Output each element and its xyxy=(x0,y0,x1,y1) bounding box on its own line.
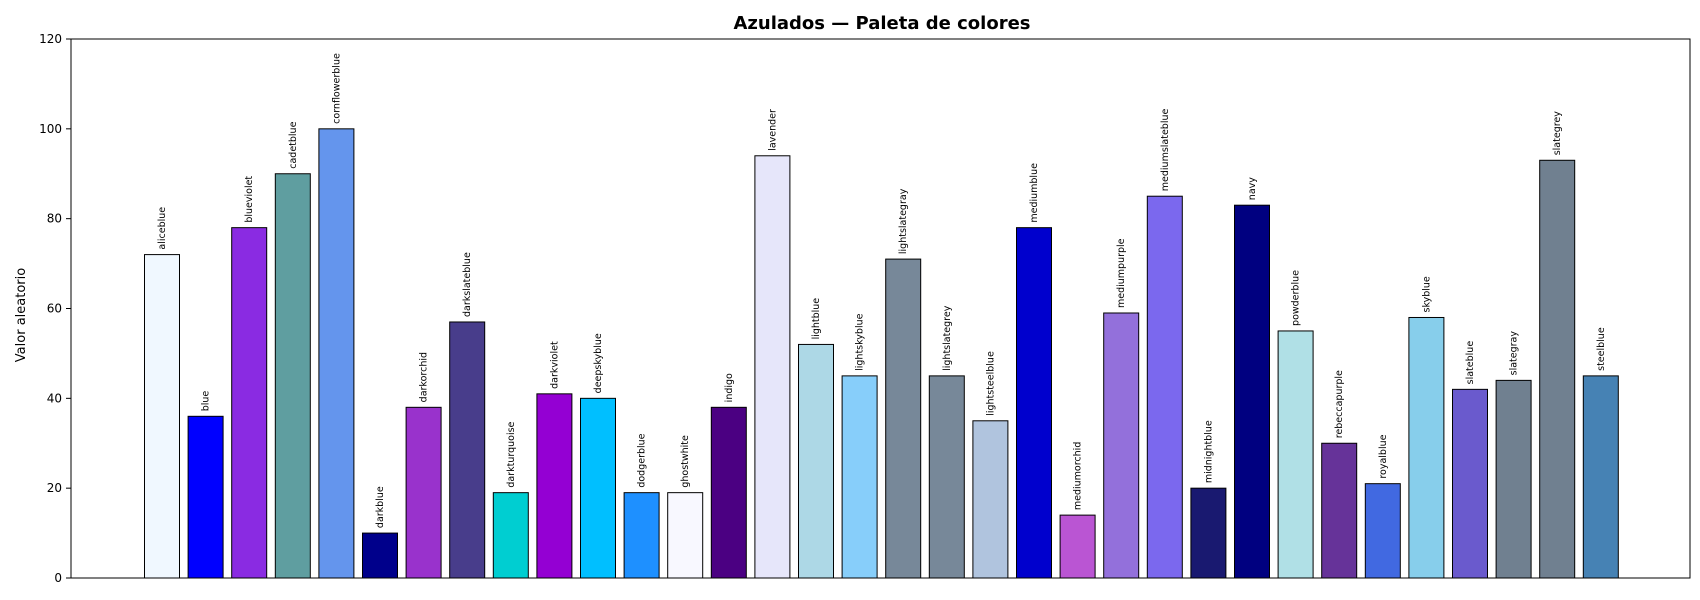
bar-blue xyxy=(187,415,224,579)
bar-midnightblue xyxy=(1190,487,1227,579)
bar-lightsteelblue xyxy=(972,420,1009,579)
bar-label-skyblue: skyblue xyxy=(1421,276,1432,312)
y-tick-label: 0 xyxy=(54,571,62,585)
bar-darkblue xyxy=(362,532,398,579)
bar-lightskyblue xyxy=(841,375,878,579)
bar-label-rebeccapurple: rebeccapurple xyxy=(1334,370,1345,438)
bar-label-darkturquoise: darkturquoise xyxy=(506,421,517,487)
bar-darkturquoise xyxy=(492,492,529,579)
bar-label-lavender: lavender xyxy=(767,109,778,151)
bar-label-cadetblue: cadetblue xyxy=(288,121,299,168)
bar-lavender xyxy=(754,155,791,579)
bar-label-blueviolet: blueviolet xyxy=(244,176,255,223)
bar-slategrey xyxy=(1539,159,1576,579)
bar-deepskyblue xyxy=(580,397,616,579)
bar-rebeccapurple xyxy=(1321,442,1358,579)
bar-label-midnightblue: midnightblue xyxy=(1203,420,1214,483)
y-axis: 0 20 40 60 80 100 120 xyxy=(39,32,71,585)
bar-label-slateblue: slateblue xyxy=(1465,341,1476,385)
bar-label-lightskyblue: lightskyblue xyxy=(855,313,866,370)
bar-ghostwhite xyxy=(667,492,704,579)
bar-label-dodgerblue: dodgerblue xyxy=(637,433,648,487)
bar-label-lightsteelblue: lightsteelblue xyxy=(985,351,996,416)
y-tick-label: 40 xyxy=(47,391,62,405)
bar-slateblue xyxy=(1452,388,1488,579)
bar-dodgerblue xyxy=(623,492,660,579)
bars xyxy=(144,128,1619,579)
bar-lightslategrey xyxy=(928,375,965,579)
chart-title: Azulados — Paleta de colores xyxy=(733,13,1030,34)
bar-label-deepskyblue: deepskyblue xyxy=(593,333,604,393)
y-tick-label: 80 xyxy=(47,212,62,226)
bar-label-royalblue: royalblue xyxy=(1378,434,1389,478)
bar-label-mediumslateblue: mediumslateblue xyxy=(1160,108,1171,191)
bar-label-lightblue: lightblue xyxy=(811,298,822,340)
bar-label-slategrey: slategrey xyxy=(1552,111,1563,156)
y-tick-label: 120 xyxy=(39,32,62,46)
bar-mediumpurple xyxy=(1103,312,1140,579)
bar-darkorchid xyxy=(405,406,442,579)
bar-lightslategray xyxy=(885,258,922,579)
bar-mediumorchid xyxy=(1059,514,1096,579)
y-tick-label: 60 xyxy=(47,302,62,316)
bar-label-darkslateblue: darkslateblue xyxy=(462,252,473,317)
bar-label-cornflowerblue: cornflowerblue xyxy=(331,53,342,124)
bar-label-ghostwhite: ghostwhite xyxy=(680,435,691,488)
bar-lightblue xyxy=(798,343,834,579)
bar-powderblue xyxy=(1277,330,1314,579)
bar-label-indigo: indigo xyxy=(724,373,735,402)
bar-slategray xyxy=(1495,379,1532,579)
y-axis-label: Valor aleatorio xyxy=(14,268,29,362)
bar-label-slategray: slategray xyxy=(1509,331,1520,376)
bar-label-darkorchid: darkorchid xyxy=(419,352,430,402)
bar-steelblue xyxy=(1582,375,1619,579)
bar-label-darkblue: darkblue xyxy=(375,486,386,528)
bar-cornflowerblue xyxy=(318,128,355,579)
bar-indigo xyxy=(710,406,747,579)
bar-label-lightslategrey: lightslategrey xyxy=(942,305,953,371)
bar-label-steelblue: steelblue xyxy=(1596,327,1607,371)
bar-label-mediumblue: mediumblue xyxy=(1029,163,1040,223)
bar-label-mediumpurple: mediumpurple xyxy=(1116,238,1127,308)
bar-cadetblue xyxy=(274,173,311,579)
y-tick-label: 20 xyxy=(47,481,62,495)
bar-label-mediumorchid: mediumorchid xyxy=(1073,442,1084,510)
bar-aliceblue xyxy=(144,254,180,579)
bar-darkviolet xyxy=(536,393,573,579)
bar-skyblue xyxy=(1408,316,1445,579)
bar-label-blue: blue xyxy=(201,391,212,412)
bar-labels: aliceblue blue blueviolet cadetblue cornflow… xyxy=(157,53,1607,528)
bar-royalblue xyxy=(1364,483,1401,579)
bar-darkslateblue xyxy=(449,321,486,579)
bar-navy xyxy=(1234,204,1270,579)
bar-label-lightslategray: lightslategray xyxy=(898,188,909,254)
y-tick-label: 100 xyxy=(39,122,62,136)
bar-label-navy: navy xyxy=(1247,177,1258,200)
bar-blueviolet xyxy=(231,227,268,579)
bar-label-darkviolet: darkviolet xyxy=(549,341,560,389)
plot-frame xyxy=(70,38,1691,579)
bar-mediumslateblue xyxy=(1146,195,1183,579)
bar-label-powderblue: powderblue xyxy=(1291,270,1302,326)
bar-label-aliceblue: aliceblue xyxy=(157,207,168,250)
bar-mediumblue xyxy=(1016,227,1052,579)
